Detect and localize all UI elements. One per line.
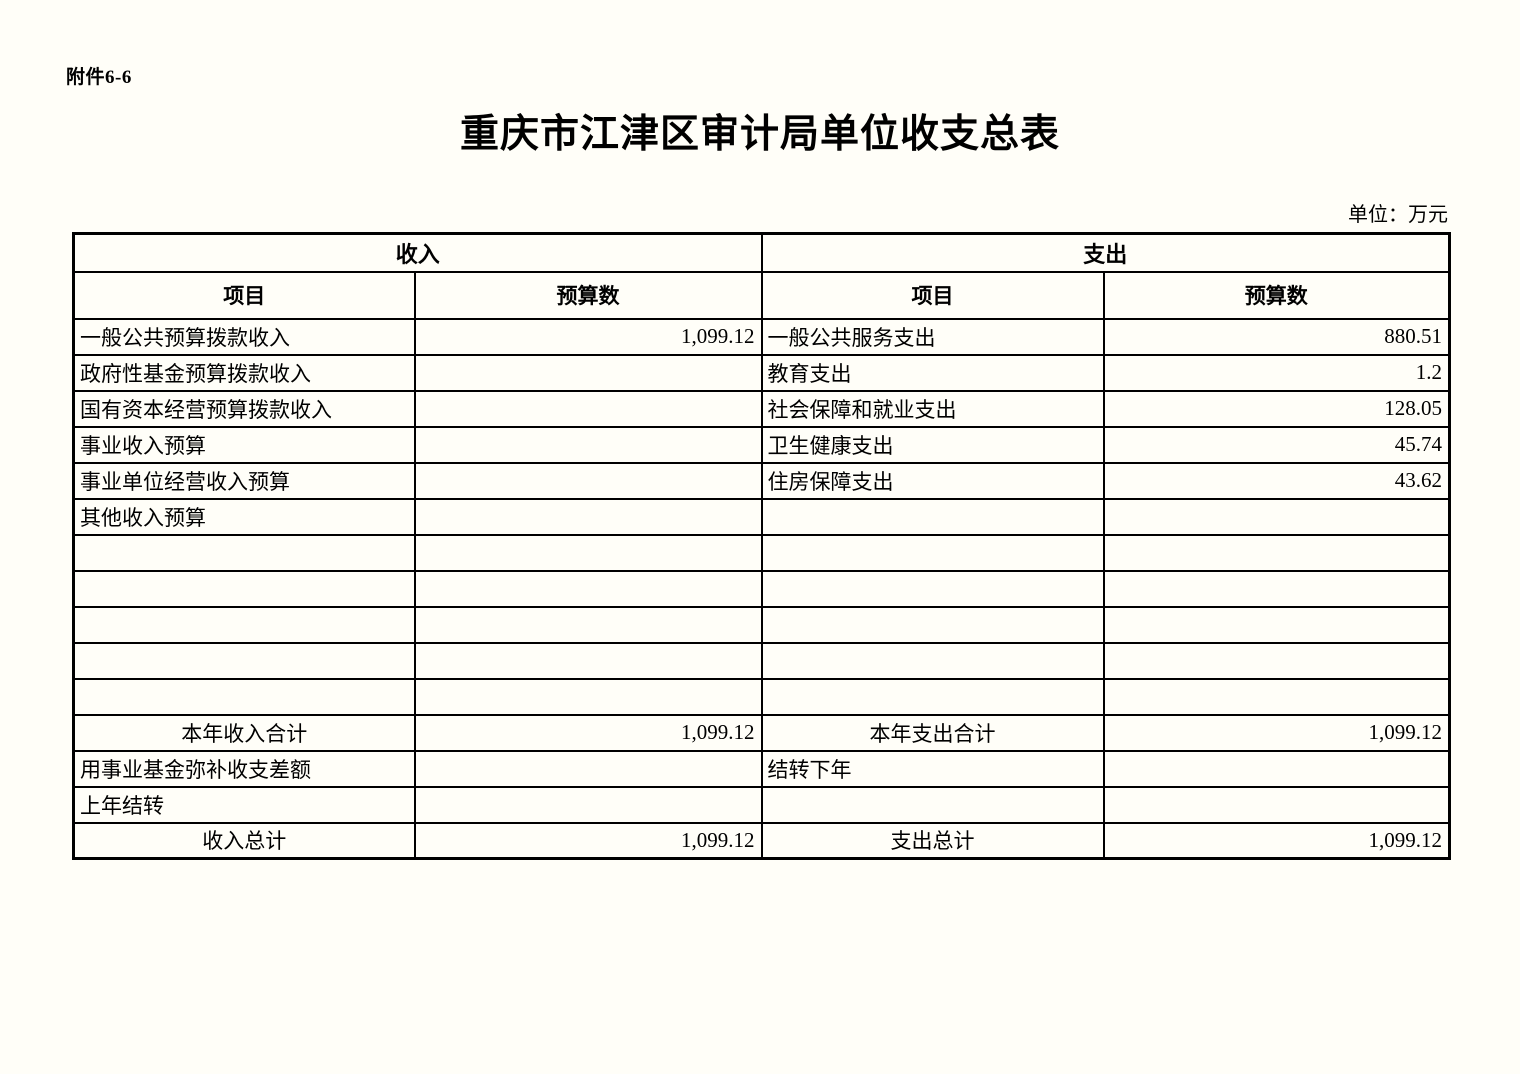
table-row <box>72 677 1451 716</box>
income-budget-cell: 1,099.12 <box>413 317 763 356</box>
table-row: 其他收入预算 <box>72 497 1451 536</box>
page-title: 重庆市江津区审计局单位收支总表 <box>459 112 1060 157</box>
unit-note: 单位：万元 <box>1348 204 1448 226</box>
expense-section-header: 支出 <box>760 232 1451 273</box>
expense-budget-cell: 43.62 <box>1102 461 1451 500</box>
table-row: 国有资本经营预算拨款收入 社会保障和就业支出 128.05 <box>72 389 1451 428</box>
table-row <box>72 533 1451 572</box>
income-item-cell <box>72 641 416 680</box>
income-item-cell: 事业单位经营收入预算 <box>72 461 416 500</box>
expense-item-cell: 结转下年 <box>760 749 1105 788</box>
income-budget-cell <box>413 461 763 500</box>
income-budget-cell <box>413 569 763 608</box>
income-budget-cell <box>413 641 763 680</box>
expense-item-cell: 卫生健康支出 <box>760 425 1105 464</box>
income-item-cell <box>72 677 416 716</box>
income-item-cell <box>72 569 416 608</box>
table-row: 一般公共预算拨款收入 1,099.12 一般公共服务支出 880.51 <box>72 317 1451 356</box>
income-budget-cell <box>413 425 763 464</box>
table-row: 事业收入预算 卫生健康支出 45.74 <box>72 425 1451 464</box>
expense-budget-cell <box>1102 497 1451 536</box>
income-budget-header: 预算数 <box>413 270 763 320</box>
expense-item-cell: 社会保障和就业支出 <box>760 389 1105 428</box>
income-section-header: 收入 <box>72 232 763 273</box>
income-item-cell: 用事业基金弥补收支差额 <box>72 749 416 788</box>
income-item-cell: 其他收入预算 <box>72 497 416 536</box>
section-header-row: 收入 支出 <box>72 232 1451 273</box>
expense-budget-header: 预算数 <box>1102 270 1451 320</box>
expense-budget-cell: 128.05 <box>1102 389 1451 428</box>
income-budget-cell <box>413 497 763 536</box>
income-budget-cell <box>413 605 763 644</box>
table-row-grand-total: 收入总计 1,099.12 支出总计 1,099.12 <box>72 821 1451 860</box>
expense-budget-cell <box>1102 569 1451 608</box>
expense-budget-cell <box>1102 749 1451 788</box>
expense-budget-cell <box>1102 677 1451 716</box>
table-row: 用事业基金弥补收支差额 结转下年 <box>72 749 1451 788</box>
table-row: 事业单位经营收入预算 住房保障支出 43.62 <box>72 461 1451 500</box>
expense-budget-cell <box>1102 605 1451 644</box>
income-budget-cell <box>413 533 763 572</box>
table-row <box>72 569 1451 608</box>
income-budget-cell <box>413 353 763 392</box>
table-row: 政府性基金预算拨款收入 教育支出 1.2 <box>72 353 1451 392</box>
expense-item-cell: 教育支出 <box>760 353 1105 392</box>
attachment-label: 附件6-6 <box>66 67 132 88</box>
income-item-cell: 国有资本经营预算拨款收入 <box>72 389 416 428</box>
expense-item-cell <box>760 785 1105 824</box>
income-total-label-cell: 本年收入合计 <box>72 713 416 752</box>
income-item-cell: 上年结转 <box>72 785 416 824</box>
expense-item-cell <box>760 497 1105 536</box>
income-budget-cell <box>413 785 763 824</box>
income-budget-cell <box>413 677 763 716</box>
expense-item-header: 项目 <box>760 270 1105 320</box>
income-item-cell <box>72 533 416 572</box>
expense-budget-cell <box>1102 533 1451 572</box>
expense-budget-cell: 1.2 <box>1102 353 1451 392</box>
income-item-cell <box>72 605 416 644</box>
income-total-value-cell: 1,099.12 <box>413 713 763 752</box>
expense-budget-cell: 45.74 <box>1102 425 1451 464</box>
expense-total-label-cell: 本年支出合计 <box>760 713 1105 752</box>
income-item-cell: 一般公共预算拨款收入 <box>72 317 416 356</box>
income-grand-total-value-cell: 1,099.12 <box>413 821 763 860</box>
expense-item-cell: 一般公共服务支出 <box>760 317 1105 356</box>
expense-item-cell <box>760 533 1105 572</box>
expense-item-cell: 住房保障支出 <box>760 461 1105 500</box>
table-row <box>72 641 1451 680</box>
expense-item-cell <box>760 605 1105 644</box>
income-item-header: 项目 <box>72 270 416 320</box>
expense-grand-total-label-cell: 支出总计 <box>760 821 1105 860</box>
table-row-annual-total: 本年收入合计 1,099.12 本年支出合计 1,099.12 <box>72 713 1451 752</box>
table-row <box>72 605 1451 644</box>
expense-item-cell <box>760 641 1105 680</box>
column-header-row: 项目 预算数 项目 预算数 <box>72 270 1451 320</box>
expense-item-cell <box>760 677 1105 716</box>
income-budget-cell <box>413 749 763 788</box>
table-row: 上年结转 <box>72 785 1451 824</box>
expense-total-value-cell: 1,099.12 <box>1102 713 1451 752</box>
expense-grand-total-value-cell: 1,099.12 <box>1102 821 1451 860</box>
income-grand-total-label-cell: 收入总计 <box>72 821 416 860</box>
expense-item-cell <box>760 569 1105 608</box>
expense-budget-cell: 880.51 <box>1102 317 1451 356</box>
income-item-cell: 政府性基金预算拨款收入 <box>72 353 416 392</box>
budget-summary-table: 收入 支出 项目 预算数 项目 预算数 一般公共预算拨款收入 1,099.12 … <box>72 232 1452 860</box>
income-budget-cell <box>413 389 763 428</box>
expense-budget-cell <box>1102 641 1451 680</box>
income-item-cell: 事业收入预算 <box>72 425 416 464</box>
expense-budget-cell <box>1102 785 1451 824</box>
